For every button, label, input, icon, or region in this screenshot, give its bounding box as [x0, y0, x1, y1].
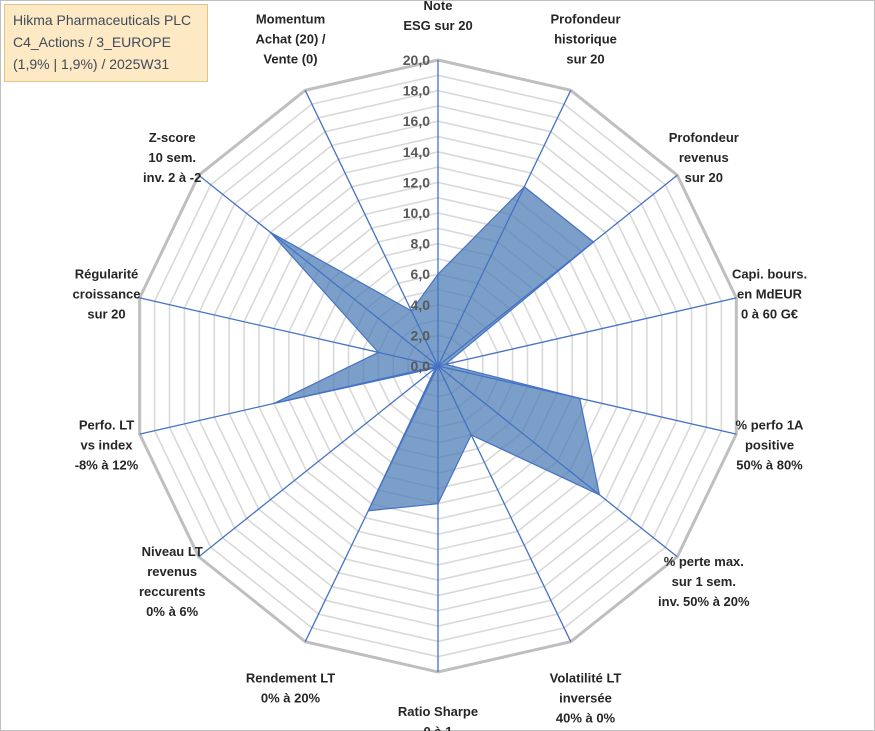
tick-label: 2,0 — [411, 327, 431, 343]
spoke-line — [437, 365, 572, 642]
spokes — [139, 60, 737, 672]
spoke-line — [304, 90, 439, 367]
spoke-line — [437, 90, 572, 367]
spoke-line — [437, 174, 678, 367]
spoke-line — [139, 297, 439, 367]
title-line-company: Hikma Pharmaceuticals PLC — [13, 12, 192, 28]
tick-label: 10,0 — [403, 205, 430, 221]
tick-label: 20,0 — [403, 52, 430, 68]
tick-label: 0,0 — [411, 358, 431, 374]
tick-label: 12,0 — [403, 174, 430, 190]
spoke-line — [437, 365, 737, 435]
chart-title-box: Hikma Pharmaceuticals PLC C4_Actions / 3… — [4, 4, 208, 82]
tick-label: 16,0 — [403, 113, 430, 129]
axis-label: Z-score 10 sem. inv. 2 à -2 — [143, 130, 201, 185]
axis-label: Perfo. LT vs index -8% à 12% — [75, 418, 139, 473]
tick-label: 14,0 — [403, 144, 430, 160]
axis-label: Capi. bours. en MdEUR 0 à 60 G€ — [732, 266, 807, 321]
title-line-category: C4_Actions / 3_EUROPE — [13, 34, 171, 50]
axis-label: % perfo 1A positive 50% à 80% — [736, 418, 805, 473]
axis-label: Profondeur historique sur 20 — [550, 12, 620, 67]
spoke-line — [304, 365, 439, 642]
spoke-line — [198, 365, 439, 558]
tick-label: 18,0 — [403, 83, 430, 99]
axis-label: Volatilité LT inversée 40% à 0% — [550, 670, 622, 725]
axis-label: Note ESG sur 20 — [403, 0, 472, 33]
axis-label: Rendement LT 0% à 20% — [246, 670, 335, 705]
spoke-line — [437, 365, 678, 558]
spoke-line — [198, 174, 439, 367]
axis-label: Régularité croissance sur 20 — [73, 266, 141, 321]
axis-label: Momentum Achat (20) / Vente (0) — [255, 12, 325, 67]
axis-label: Ratio Sharpe0 à 1 — [398, 704, 478, 731]
axis-label: Niveau LT revenus reccurents 0% à 6% — [139, 544, 205, 619]
axis-label: Profondeur revenus sur 20 — [669, 130, 739, 185]
axis-label: % perte max. sur 1 sem. inv. 50% à 20% — [658, 554, 750, 609]
tick-label: 6,0 — [411, 266, 431, 282]
tick-label: 4,0 — [411, 297, 431, 313]
title-line-weights: (1,9% | 1,9%) / 2025W31 — [13, 56, 170, 72]
spoke-line — [139, 365, 439, 435]
tick-label: 8,0 — [411, 236, 431, 252]
spoke-line — [437, 297, 737, 367]
